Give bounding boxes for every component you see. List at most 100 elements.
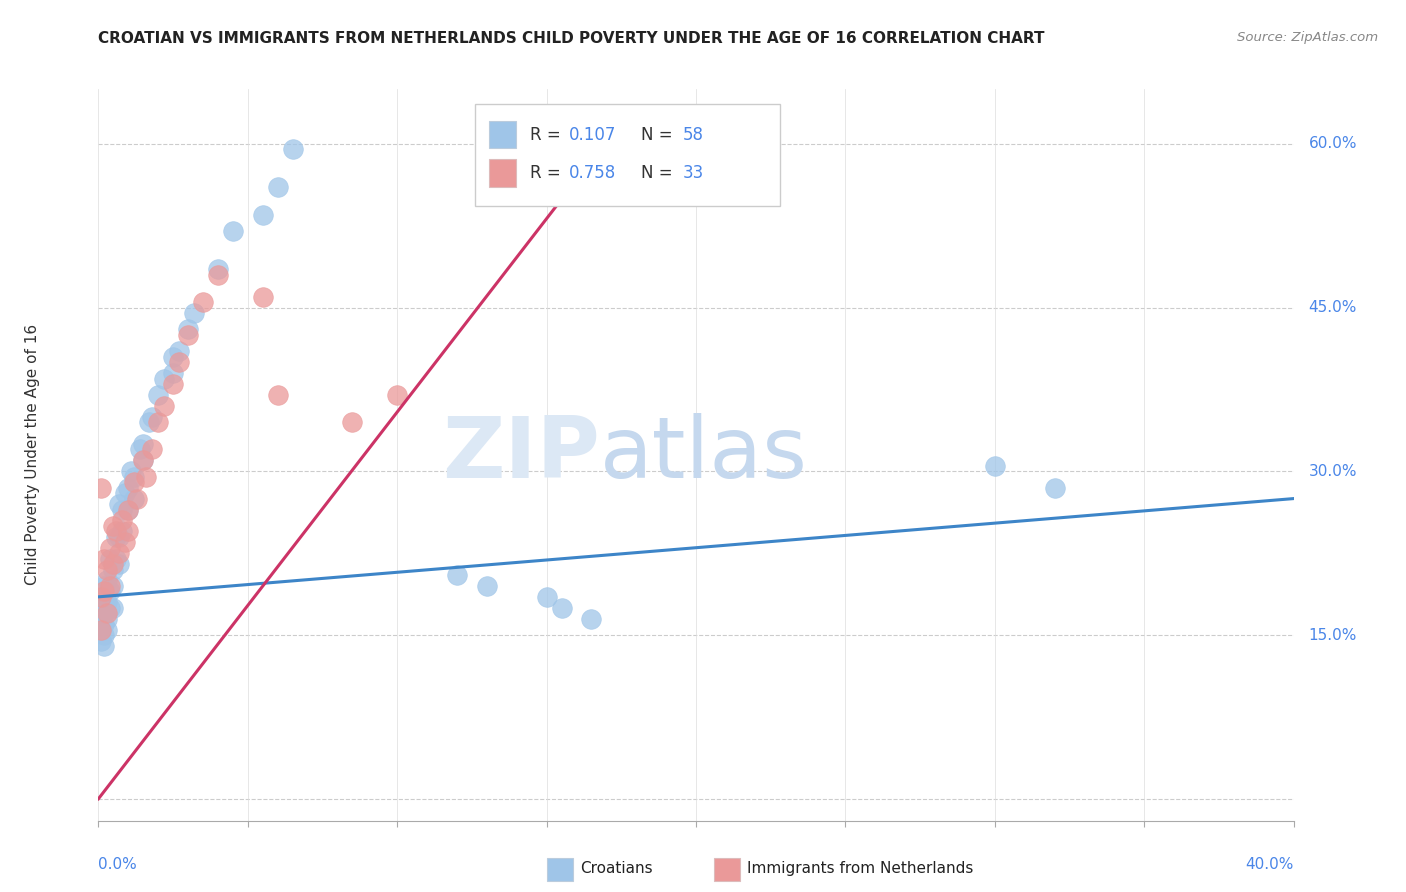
Point xyxy=(98,541,122,555)
Point xyxy=(222,224,245,238)
Text: atlas: atlas xyxy=(600,413,808,497)
Point xyxy=(103,563,125,577)
Point xyxy=(93,584,115,599)
Text: Immigrants from Netherlands: Immigrants from Netherlands xyxy=(748,861,974,876)
Point xyxy=(162,366,184,380)
Point xyxy=(96,612,118,626)
Bar xyxy=(714,858,740,881)
Text: Croatians: Croatians xyxy=(581,861,652,876)
Point xyxy=(90,612,112,626)
Point xyxy=(148,388,170,402)
Text: 33: 33 xyxy=(683,164,704,182)
Point xyxy=(124,469,146,483)
Point xyxy=(114,535,136,549)
Point xyxy=(96,595,118,609)
Point xyxy=(103,579,125,593)
Point xyxy=(536,590,558,604)
Point xyxy=(983,458,1005,473)
Point xyxy=(117,502,139,516)
Point xyxy=(103,600,125,615)
Text: Source: ZipAtlas.com: Source: ZipAtlas.com xyxy=(1237,31,1378,45)
Point xyxy=(93,579,115,593)
Point xyxy=(252,208,274,222)
Text: 60.0%: 60.0% xyxy=(1309,136,1357,152)
Point xyxy=(98,551,122,566)
Text: N =: N = xyxy=(641,126,678,144)
Text: R =: R = xyxy=(530,164,565,182)
Point xyxy=(267,388,290,402)
Text: ZIP: ZIP xyxy=(443,413,600,497)
Point xyxy=(98,584,122,599)
Point xyxy=(132,453,155,467)
Point xyxy=(141,409,163,424)
Point xyxy=(96,574,118,588)
Point xyxy=(90,623,112,637)
Point xyxy=(177,327,200,342)
Point xyxy=(98,600,122,615)
Text: 0.758: 0.758 xyxy=(569,164,617,182)
Point xyxy=(96,563,118,577)
Point xyxy=(127,491,149,506)
Text: 40.0%: 40.0% xyxy=(1246,857,1294,872)
Point xyxy=(120,464,142,478)
Text: 0.107: 0.107 xyxy=(569,126,617,144)
Point xyxy=(93,606,115,620)
Point xyxy=(132,437,155,451)
Point xyxy=(153,399,176,413)
Text: Child Poverty Under the Age of 16: Child Poverty Under the Age of 16 xyxy=(25,325,41,585)
Point xyxy=(446,568,468,582)
Point xyxy=(90,623,112,637)
Point xyxy=(183,306,205,320)
Point xyxy=(98,579,122,593)
Bar xyxy=(489,160,516,187)
Text: 45.0%: 45.0% xyxy=(1309,300,1357,315)
Point xyxy=(141,442,163,457)
Point xyxy=(105,524,128,539)
Point xyxy=(111,524,134,539)
Point xyxy=(267,180,290,194)
Text: 30.0%: 30.0% xyxy=(1309,464,1357,479)
Point xyxy=(162,376,184,391)
Point xyxy=(550,600,572,615)
Point xyxy=(191,295,214,310)
Point xyxy=(108,497,131,511)
Point xyxy=(281,142,304,156)
Text: 15.0%: 15.0% xyxy=(1309,628,1357,642)
Point xyxy=(117,502,139,516)
Text: N =: N = xyxy=(641,164,678,182)
Point xyxy=(167,344,190,359)
Point xyxy=(93,639,115,653)
Text: R =: R = xyxy=(530,126,565,144)
FancyBboxPatch shape xyxy=(475,103,779,206)
Point xyxy=(105,551,128,566)
Point xyxy=(167,355,190,369)
Text: 0.0%: 0.0% xyxy=(98,857,138,872)
Point xyxy=(103,519,125,533)
Point xyxy=(207,268,229,282)
Point xyxy=(138,415,160,429)
Bar xyxy=(547,858,572,881)
Point xyxy=(117,524,139,539)
Point xyxy=(111,502,134,516)
Bar xyxy=(489,120,516,148)
Point xyxy=(108,530,131,544)
Point xyxy=(135,469,157,483)
Point xyxy=(581,612,603,626)
Point xyxy=(148,415,170,429)
Point xyxy=(124,475,146,490)
Point xyxy=(111,513,134,527)
Point xyxy=(90,481,112,495)
Point xyxy=(93,617,115,632)
Point xyxy=(385,388,409,402)
Point xyxy=(90,633,112,648)
Point xyxy=(90,590,112,604)
Point xyxy=(132,453,155,467)
Point xyxy=(124,491,146,506)
Point xyxy=(153,371,176,385)
Point xyxy=(93,551,115,566)
Text: CROATIAN VS IMMIGRANTS FROM NETHERLANDS CHILD POVERTY UNDER THE AGE OF 16 CORREL: CROATIAN VS IMMIGRANTS FROM NETHERLANDS … xyxy=(98,31,1045,46)
Point xyxy=(117,481,139,495)
Point xyxy=(177,322,200,336)
Point xyxy=(90,600,112,615)
Point xyxy=(207,262,229,277)
